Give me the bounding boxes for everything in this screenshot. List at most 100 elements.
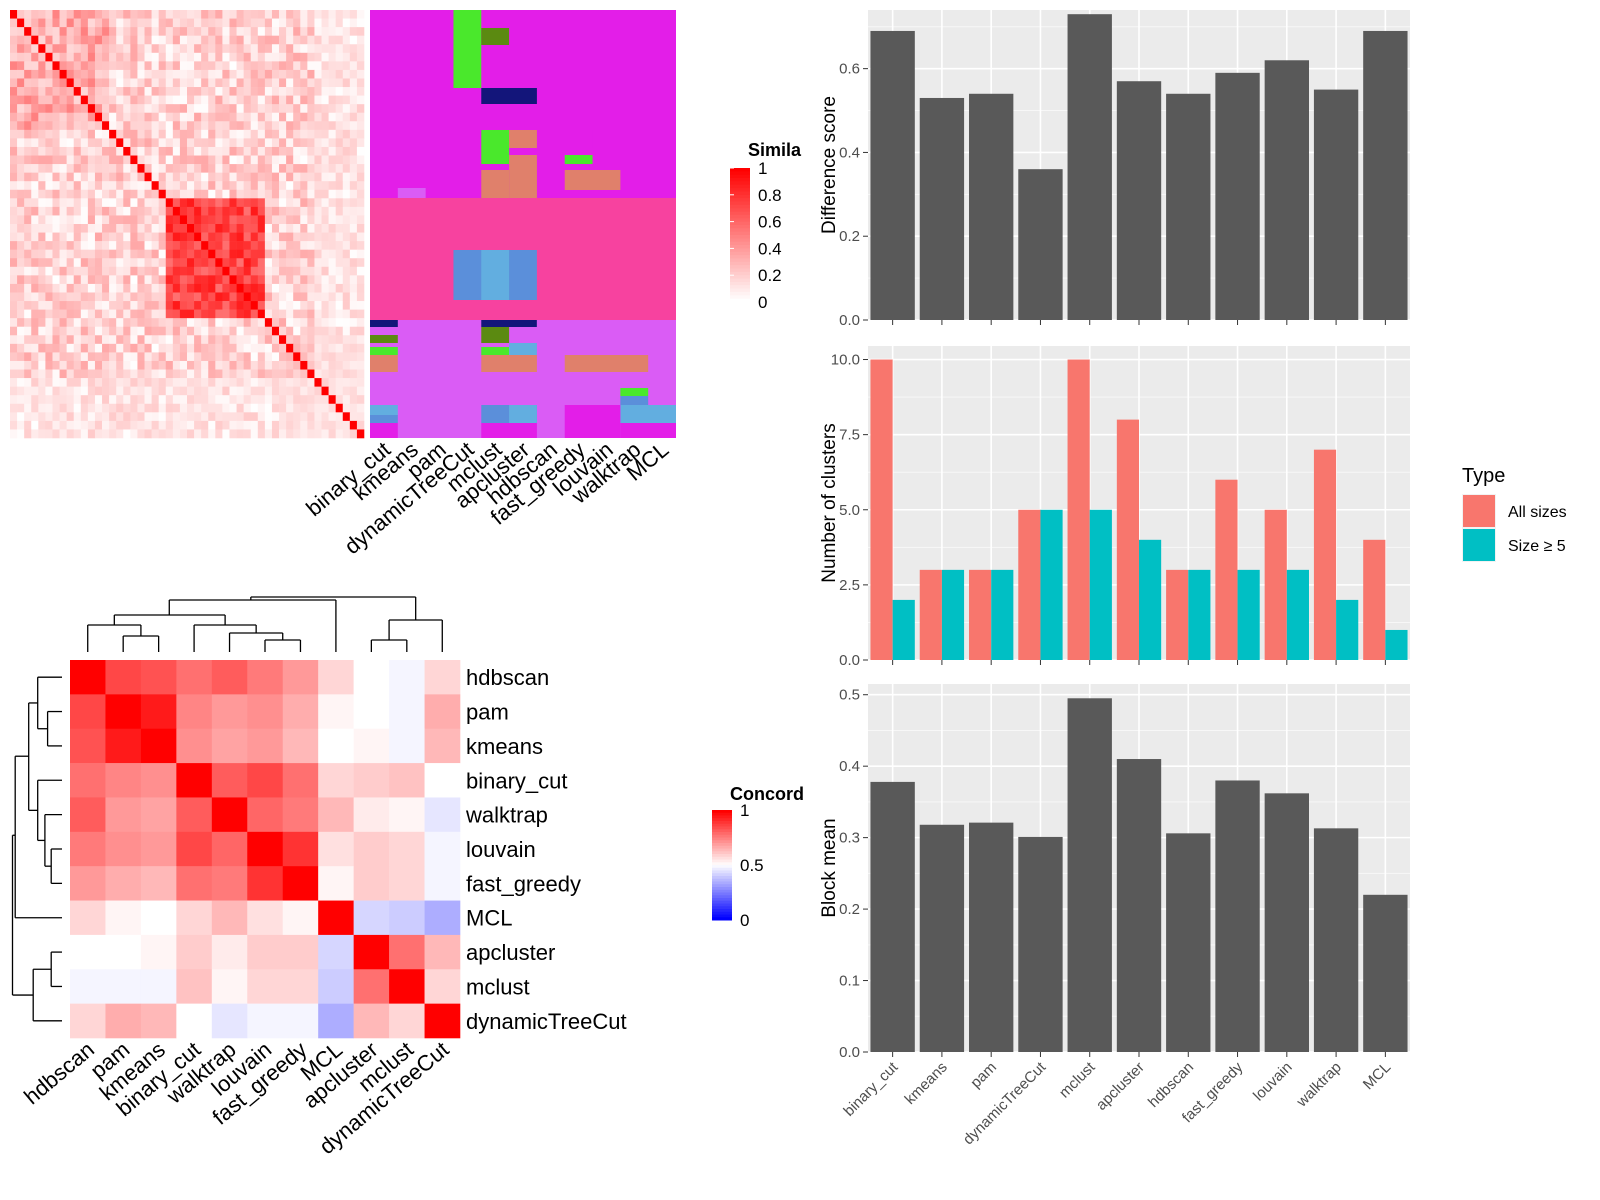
similarity-cell [45,164,53,173]
x-tick-label: walktrap [1293,1059,1345,1111]
similarity-cell [31,352,39,362]
bar-all-sizes [1166,569,1189,660]
similarity-cell [342,52,351,62]
similarity-cell [215,181,223,191]
similarity-cell [201,155,209,165]
similarity-cell [215,309,223,319]
concordance-cell [140,831,177,867]
similarity-cell [151,275,159,285]
concordance-cell [211,797,248,833]
similarity-cell [102,69,110,79]
similarity-cell [45,112,53,122]
similarity-cell [137,360,145,370]
concordance-legend-swatch [712,876,732,880]
bar-size-ge-5 [941,569,965,660]
similarity-cell [314,352,322,362]
concordance-row-labels: hdbscanpamkmeansbinary_cutwalktraplouvai… [465,665,627,1034]
similarity-cell [215,369,223,379]
similarity-cell [17,232,25,242]
similarity-cell [45,412,53,422]
similarity-cell [144,301,152,310]
bar-all-sizes [969,569,992,660]
similarity-cell [151,129,159,139]
similarity-cell [307,258,315,268]
similarity-cell [17,360,25,370]
similarity-cell [293,112,301,122]
similarity-cell [208,378,216,387]
concordance-cell [176,797,213,833]
similarity-cell [87,104,96,114]
similarity-cell [158,146,167,156]
similarity-cell [194,189,202,199]
concordance-row-label: MCL [466,906,512,931]
similarity-cell [144,292,152,302]
similarity-cell [335,121,344,131]
similarity-cell [45,224,53,233]
similarity-cell [144,352,152,362]
legend-key [1463,529,1495,561]
similarity-cell [109,403,117,413]
similarity-cell [24,27,32,36]
similarity-cell [356,172,365,182]
similarity-cell [151,378,159,387]
similarity-cell [38,309,46,319]
similarity-cell [116,112,124,122]
similarity-cell [45,266,53,276]
similarity-cell [201,181,209,191]
similarity-cell [264,198,273,208]
similarity-cell [321,224,329,233]
similarity-cell [102,35,110,45]
similarity-cell [194,429,202,439]
similarity-cell [52,181,60,191]
similarity-cell [356,69,365,79]
similarity-cell [137,352,145,362]
similarity-cell [236,35,244,45]
similarity-cell [73,378,82,387]
similarity-cell [158,326,167,336]
similarity-cell [130,189,138,199]
similarity-cell [116,206,124,216]
similarity-cell [335,412,344,422]
similarity-cell [38,129,46,139]
similarity-cell [250,112,259,122]
similarity-cell [38,301,46,310]
similarity-cell [80,112,89,122]
similarity-cell [123,215,131,225]
similarity-cell [321,121,329,131]
similarity-cell [194,378,202,387]
similarity-cell [342,224,351,233]
similarity-cell [215,27,223,36]
assignment-block [481,170,510,198]
similarity-cell [17,412,25,422]
similarity-cell [172,403,181,413]
bar-all-sizes [1215,479,1238,660]
similarity-cell [116,386,124,396]
similarity-cell [109,266,117,276]
similarity-cell [172,412,181,422]
similarity-cell [94,138,103,148]
similarity-cell [222,27,230,36]
concordance-column-labels: hdbscanpamkmeansbinary_cutwalktraplouvai… [19,1037,453,1159]
similarity-cell [109,309,117,319]
similarity-cell [94,189,103,199]
similarity-cell [314,429,322,439]
concordance-legend-tick: 1 [740,801,749,820]
similarity-cell [286,18,294,28]
similarity-cell [59,343,67,353]
similarity-cell [300,121,308,131]
similarity-cell [52,155,60,165]
similarity-cell [144,44,152,54]
similarity-cell [229,378,237,387]
similarity-cell [73,360,82,370]
assignment-block [536,320,565,327]
similarity-cell [102,283,110,293]
similarity-cell [321,378,329,387]
concordance-cell [70,797,106,833]
similarity-cell [179,18,188,28]
similarity-cell [250,35,259,45]
similarity-cell [10,292,18,302]
similarity-cell [201,403,209,413]
similarity-cell [123,241,131,250]
similarity-cell [130,69,138,79]
similarity-cell [300,360,308,370]
